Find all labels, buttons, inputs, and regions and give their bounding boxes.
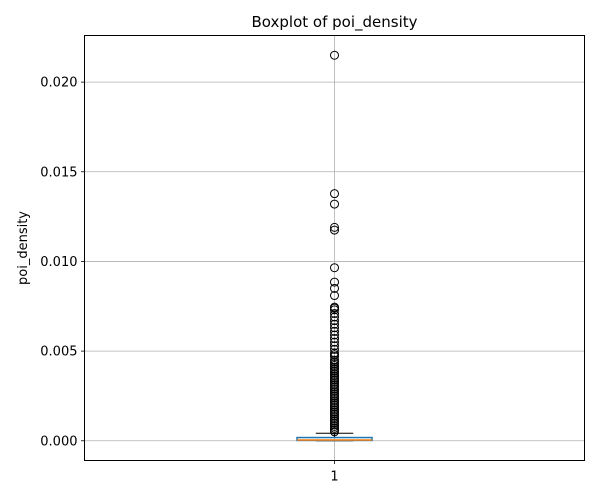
y-tick-label: 0.000 [40,434,77,449]
outlier-point [330,283,339,293]
outlier-point [330,344,339,354]
outlier-point [330,277,339,287]
outlier-point [330,334,339,344]
outlier-point [330,308,339,318]
outlier-point [330,316,339,326]
outlier-point [330,323,339,333]
y-tick-label: 0.020 [40,76,77,91]
grid-lines [84,35,585,461]
outlier-point [330,330,339,340]
outlier-point [330,199,339,209]
y-axis-label: poi_density [16,211,31,285]
outlier-points [330,50,339,437]
chart-title: Boxplot of poi_density [252,13,418,32]
box-group [296,432,373,442]
outlier-point [330,222,339,232]
outlier-point [330,305,339,315]
x-axis-ticks: 1 [330,460,339,485]
outlier-point [330,263,339,273]
outlier-point [330,189,339,199]
outlier-point [330,291,339,301]
outlier-point [330,326,339,336]
outlier-point [330,341,339,351]
plot-frame [84,35,585,461]
outlier-point [330,337,339,347]
y-tick-label: 0.005 [40,345,77,360]
outlier-point [330,50,339,60]
x-tick-label: 1 [330,470,338,485]
y-tick-label: 0.015 [40,165,77,180]
outlier-point [330,351,339,361]
y-tick-label: 0.010 [40,255,77,270]
outlier-point [330,319,339,329]
y-axis-ticks: 0.000 0.005 0.010 0.015 0.020 [40,76,85,449]
outlier-point [330,225,339,235]
outlier-point [330,312,339,322]
